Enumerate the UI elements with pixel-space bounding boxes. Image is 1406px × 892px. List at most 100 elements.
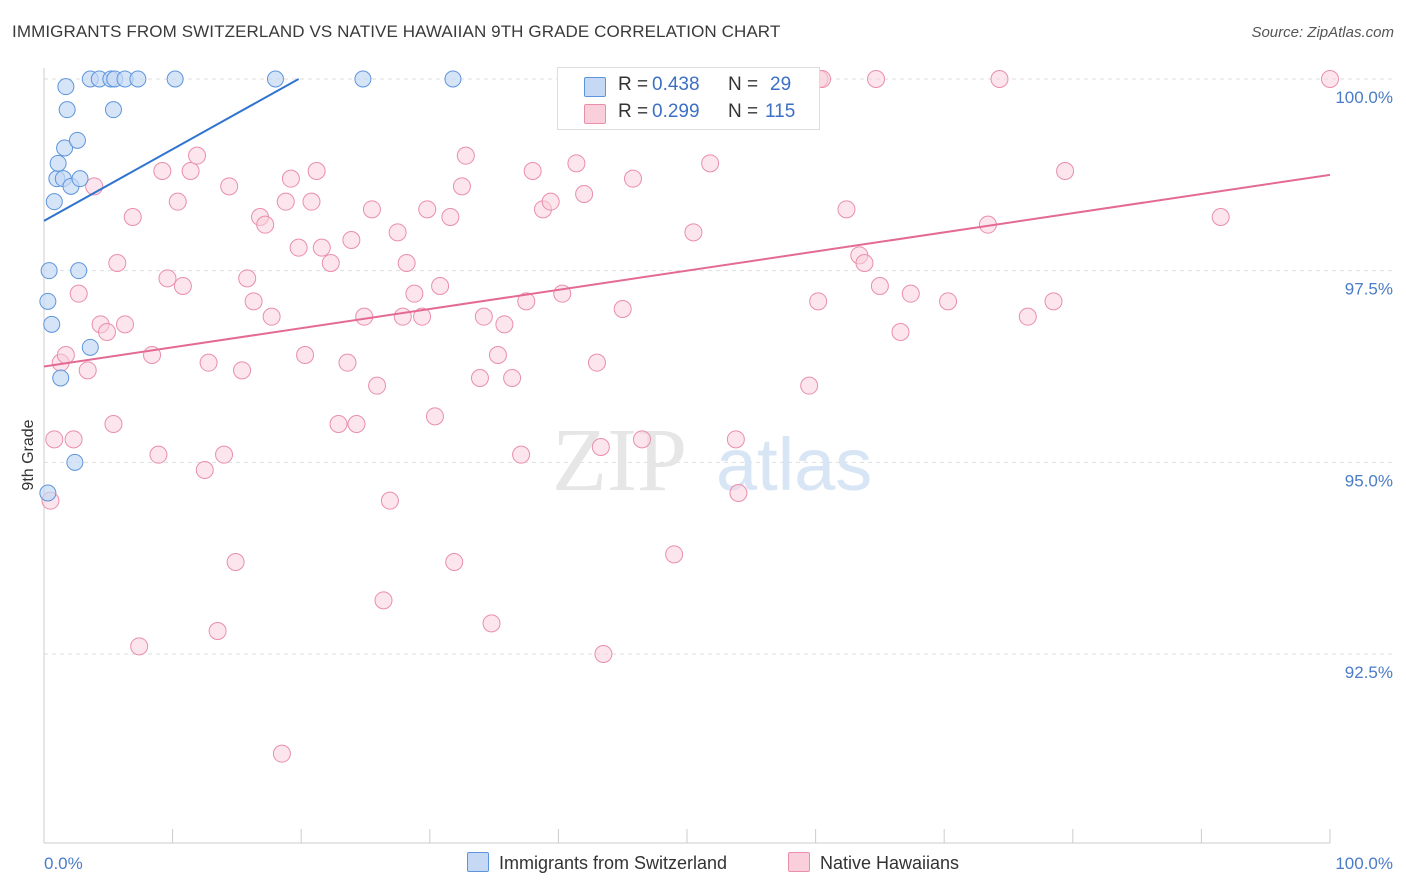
switzerland-point bbox=[57, 78, 75, 96]
native-hawaiians-point bbox=[321, 254, 340, 272]
native-hawaiians-point bbox=[272, 744, 291, 763]
switzerland-point bbox=[52, 369, 70, 387]
native-hawaiians-point bbox=[289, 238, 308, 257]
native-hawaiians-point bbox=[302, 192, 321, 211]
native-hawaiians-point bbox=[104, 415, 123, 433]
legend-r-label: R = bbox=[618, 101, 649, 122]
native-hawaiians-point bbox=[256, 215, 275, 234]
switzerland-point bbox=[444, 70, 462, 88]
switzerland-point bbox=[266, 70, 284, 88]
native-hawaiians-point bbox=[393, 307, 412, 326]
native-hawaiians-point bbox=[238, 269, 257, 288]
native-hawaiians-point bbox=[623, 169, 642, 188]
native-hawaiians-point bbox=[870, 277, 889, 295]
native-hawaiians-point bbox=[541, 192, 560, 211]
legend-n-label: N = bbox=[728, 74, 759, 95]
switzerland-point bbox=[129, 70, 147, 88]
native-hawaiians-point bbox=[45, 430, 64, 449]
native-hawaiians-point bbox=[307, 162, 326, 180]
source-label: Source: ZipAtlas.com bbox=[1251, 24, 1394, 41]
native-hawaiians-point bbox=[368, 376, 387, 395]
native-hawaiians-point bbox=[168, 192, 187, 211]
native-hawaiians-point bbox=[891, 323, 910, 341]
y-axis-label: 9th Grade bbox=[20, 419, 37, 490]
native-hawaiians-point bbox=[262, 307, 281, 326]
native-hawaiians-point bbox=[130, 637, 149, 656]
y-tick-label: 97.5% bbox=[1345, 280, 1393, 299]
native-hawaiians-point bbox=[474, 307, 493, 326]
legend-n-value: 29 bbox=[770, 74, 792, 95]
native-hawaiians-point bbox=[276, 192, 295, 211]
switzerland-point bbox=[58, 101, 76, 119]
native-hawaiians-point bbox=[809, 292, 828, 311]
watermark: ZIP atlas bbox=[552, 411, 872, 510]
switzerland-point bbox=[40, 262, 58, 280]
native-hawaiians-point bbox=[153, 162, 172, 180]
native-hawaiians-point bbox=[613, 300, 632, 318]
native-hawaiians-point bbox=[69, 284, 88, 303]
native-hawaiians-point bbox=[355, 307, 374, 326]
legend-row-switzerland: R = 0.438 N = 29 bbox=[558, 74, 819, 100]
switzerland-point bbox=[45, 193, 63, 211]
native-hawaiians-points bbox=[41, 70, 1339, 763]
native-hawaiians-point bbox=[78, 361, 97, 380]
native-hawaiians-point bbox=[181, 162, 200, 180]
bottom-legend-swatch-blue bbox=[467, 852, 489, 872]
watermark-zip: ZIP bbox=[552, 411, 687, 510]
native-hawaiians-point bbox=[901, 284, 920, 303]
native-hawaiians-point bbox=[281, 169, 300, 188]
native-hawaiians-point bbox=[726, 430, 745, 449]
switzerland-point bbox=[68, 131, 86, 149]
native-hawaiians-point bbox=[342, 231, 361, 249]
native-hawaiians-point bbox=[701, 154, 720, 173]
native-hawaiians-point bbox=[413, 307, 432, 326]
native-hawaiians-point bbox=[296, 346, 315, 364]
native-hawaiians-point bbox=[418, 200, 437, 219]
native-hawaiians-point bbox=[56, 346, 75, 364]
switzerland-trend-line bbox=[43, 78, 300, 222]
native-hawaiians-point bbox=[632, 430, 651, 449]
switzerland-point bbox=[104, 101, 122, 119]
native-hawaiians-point bbox=[431, 277, 450, 295]
x-tick-label-max: 100.0% bbox=[1335, 854, 1393, 873]
bottom-legend-label: Native Hawaiians bbox=[820, 853, 960, 873]
switzerland-point bbox=[43, 315, 61, 333]
native-hawaiians-point bbox=[188, 146, 207, 165]
legend-r-value: 0.438 bbox=[652, 74, 700, 95]
switzerland-point bbox=[39, 292, 57, 310]
native-hawaiians-point bbox=[482, 614, 501, 633]
native-hawaiians-point bbox=[523, 162, 542, 180]
legend-n-label: N = bbox=[728, 101, 759, 122]
native-hawaiians-point bbox=[425, 407, 444, 426]
legend-swatch-blue bbox=[584, 77, 606, 97]
switzerland-point bbox=[81, 338, 99, 356]
native-hawaiians-point bbox=[1044, 292, 1063, 311]
bottom-legend-label: Immigrants from Switzerland bbox=[499, 853, 728, 873]
native-hawaiians-point bbox=[116, 315, 135, 334]
native-hawaiians-point bbox=[208, 622, 227, 640]
native-hawaiians-point bbox=[98, 323, 117, 341]
native-hawaiians-point bbox=[388, 223, 407, 242]
native-hawaiians-point bbox=[990, 70, 1009, 88]
native-hawaiians-point bbox=[495, 315, 514, 334]
switzerland-point bbox=[66, 453, 84, 471]
native-hawaiians-point bbox=[591, 438, 610, 456]
switzerland-point bbox=[56, 139, 74, 157]
native-hawaiians-point bbox=[575, 185, 594, 203]
y-tick-labels: 92.5% 95.0% 97.5% 100.0% bbox=[1335, 88, 1393, 682]
native-hawaiians-point bbox=[244, 292, 263, 311]
native-hawaiians-trend-line bbox=[43, 173, 1331, 368]
native-hawaiians-point bbox=[64, 430, 83, 449]
legend-swatch-pink bbox=[584, 104, 606, 124]
y-tick-label: 100.0% bbox=[1335, 88, 1393, 107]
switzerland-point bbox=[166, 70, 184, 88]
legend-row-hawaiians: R = 0.299 N = 115 bbox=[558, 101, 819, 127]
switzerland-point bbox=[70, 262, 88, 280]
native-hawaiians-point bbox=[456, 146, 475, 165]
legend-r-value: 0.299 bbox=[652, 101, 700, 122]
bottom-legend-swatch-pink bbox=[788, 852, 810, 872]
native-hawaiians-point bbox=[470, 369, 489, 387]
trend-lines bbox=[43, 78, 1331, 368]
native-hawaiians-point bbox=[665, 545, 684, 564]
native-hawaiians-point bbox=[503, 369, 522, 387]
